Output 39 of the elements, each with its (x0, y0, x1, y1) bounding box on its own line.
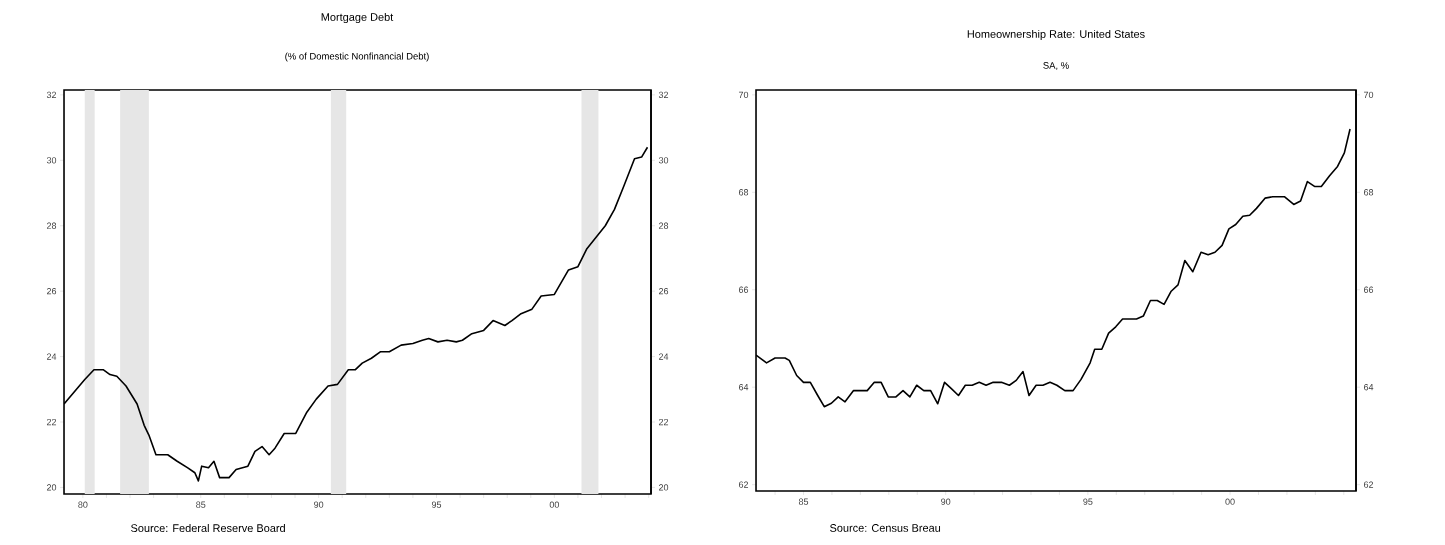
x-tick-label: 95 (431, 501, 442, 508)
y2-tick-label: 26 (658, 287, 669, 295)
x-tick-label: 85 (196, 501, 206, 508)
y2-tick-label: 28 (658, 222, 669, 229)
y2-tick-label: 32 (658, 91, 669, 99)
x-tick-label: 00 (549, 501, 559, 508)
y2-tick-label: 30 (658, 157, 669, 164)
y-tick-label: 32 (46, 91, 57, 99)
x-tick-label: 90 (941, 498, 951, 505)
y2-tick-label: 70 (1364, 91, 1374, 99)
x-tick-label: 90 (314, 501, 324, 508)
y2-tick-label: 22 (658, 418, 669, 426)
source-note: Source: Census Breau (830, 524, 941, 532)
y-tick-label: 20 (46, 484, 57, 491)
y-tick-label: 24 (46, 353, 57, 360)
y2-tick-label: 68 (1364, 189, 1374, 196)
y-tick-label: 22 (46, 418, 57, 426)
y-tick-label: 26 (46, 287, 57, 295)
y2-tick-label: 20 (658, 484, 669, 491)
y2-tick-label: 62 (1364, 481, 1374, 488)
y-tick-label: 64 (738, 384, 749, 391)
y-tick-label: 66 (738, 286, 749, 293)
chart-subtitle: (% of Domestic Nonfinancial Debt) (285, 52, 429, 62)
chart-title: Mortgage Debt (321, 12, 394, 24)
y-tick-label: 70 (738, 91, 749, 99)
x-tick-label: 85 (798, 498, 809, 505)
y2-tick-label: 24 (658, 353, 669, 360)
x-tick-label: 95 (1083, 498, 1093, 505)
chart-title: Homeownership Rate: United States (967, 29, 1145, 41)
source-note: Source: Federal Reserve Board (131, 523, 285, 533)
y-tick-label: 68 (738, 189, 749, 196)
x-tick-label: 80 (78, 501, 88, 508)
y2-tick-label: 66 (1364, 286, 1374, 293)
chart-subtitle: SA, % (1043, 62, 1069, 70)
x-tick-label: 00 (1225, 498, 1235, 505)
y-tick-label: 30 (46, 157, 57, 164)
y-tick-label: 28 (46, 222, 57, 229)
y2-tick-label: 64 (1364, 384, 1374, 391)
y-tick-label: 62 (738, 481, 749, 488)
